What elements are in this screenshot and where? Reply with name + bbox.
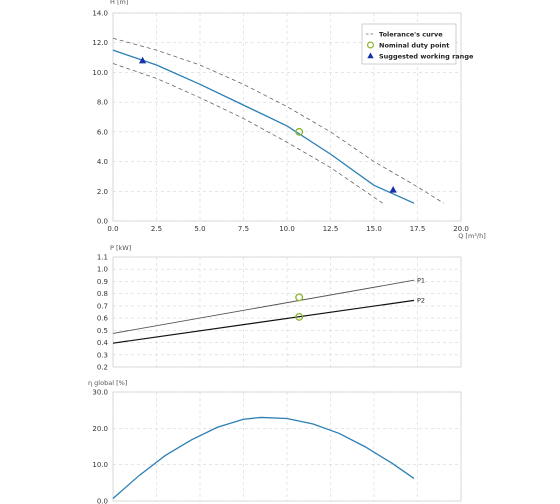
range-point-marker <box>138 56 147 64</box>
series-label-p1: P1 <box>417 277 425 285</box>
x-tick-label: 15.0 <box>366 225 382 233</box>
x-axis-label: Q [m³/h] <box>458 232 486 240</box>
x-tick-label: 20.0 <box>453 225 469 233</box>
y-tick-label: 0.9 <box>97 278 108 286</box>
x-tick-label: 10.0 <box>279 225 295 233</box>
y-tick-label: 6.0 <box>97 128 108 136</box>
y-axis-label: P [kW] <box>110 244 131 252</box>
y-tick-label: 20.0 <box>92 425 108 433</box>
y-tick-label: 30.0 <box>92 389 108 397</box>
y-tick-label: 2.0 <box>97 188 108 196</box>
y-tick-label: 10.0 <box>92 461 108 469</box>
y-tick-label: 0.3 <box>97 351 108 359</box>
legend-range-label: Suggested working range <box>379 52 474 60</box>
duty-point-marker <box>295 127 304 136</box>
x-tick-label: 7.5 <box>238 225 249 233</box>
duty-point-marker <box>295 312 304 321</box>
legend-box <box>361 23 457 65</box>
tolerance-lower-line <box>112 63 383 204</box>
y-tick-label: 0.4 <box>97 339 109 347</box>
legend-duty-label: Nominal duty point <box>379 41 449 49</box>
legend-duty-swatch <box>367 41 375 49</box>
y-tick-label: 14.0 <box>92 10 108 18</box>
y-tick-label: 12.0 <box>92 39 108 47</box>
y-tick-label: 0.2 <box>97 364 108 372</box>
y-tick-label: 0.6 <box>97 315 109 323</box>
x-tick-label: 12.5 <box>323 225 339 233</box>
x-tick-label: 17.5 <box>410 225 426 233</box>
y-tick-label: 10.0 <box>92 69 108 77</box>
legend-range-swatch <box>367 52 374 59</box>
y-tick-label: 0.0 <box>97 498 108 504</box>
y-tick-label: 4.0 <box>97 158 108 166</box>
series-line-p1 <box>112 279 415 334</box>
y-axis-label: η global [%] <box>88 379 127 387</box>
y-tick-label: 0.7 <box>97 302 108 310</box>
power-chart: 0.2 0.3 0.4 0.5 0.6 0.7 0.8 0.9 1.0 1.1P [kW] P1 P2 <box>97 244 462 372</box>
efficiency-line <box>112 416 415 499</box>
range-point-marker <box>389 186 397 193</box>
x-tick-label: 0.0 <box>107 225 118 233</box>
head-chart: 0.0 2.0 4.0 6.0 8.0 10.0 12.0 14.0 0.0 2.5 5.0 7.5 1… <box>92 0 485 240</box>
y-tick-label: 1.1 <box>97 254 108 262</box>
tolerance-upper-line <box>112 37 444 204</box>
series-line-p2 <box>112 299 415 344</box>
legend-tolerance-label: Tolerance's curve <box>379 30 443 38</box>
y-axis-label: H [m] <box>110 0 128 6</box>
y-tick-label: 0.5 <box>97 327 108 335</box>
main-line <box>112 49 415 204</box>
x-tick-label: 5.0 <box>194 225 205 233</box>
y-tick-label: 1.0 <box>97 266 108 274</box>
efficiency-chart: 0.0 10.0 20.0 30.0 η global [%] <box>88 379 462 504</box>
duty-point-marker <box>295 293 304 302</box>
y-tick-label: 0.0 <box>97 218 108 226</box>
y-tick-label: 0.8 <box>97 290 108 298</box>
y-tick-label: 8.0 <box>97 99 108 107</box>
series-label-p2: P2 <box>417 297 425 305</box>
x-tick-label: 2.5 <box>151 225 162 233</box>
